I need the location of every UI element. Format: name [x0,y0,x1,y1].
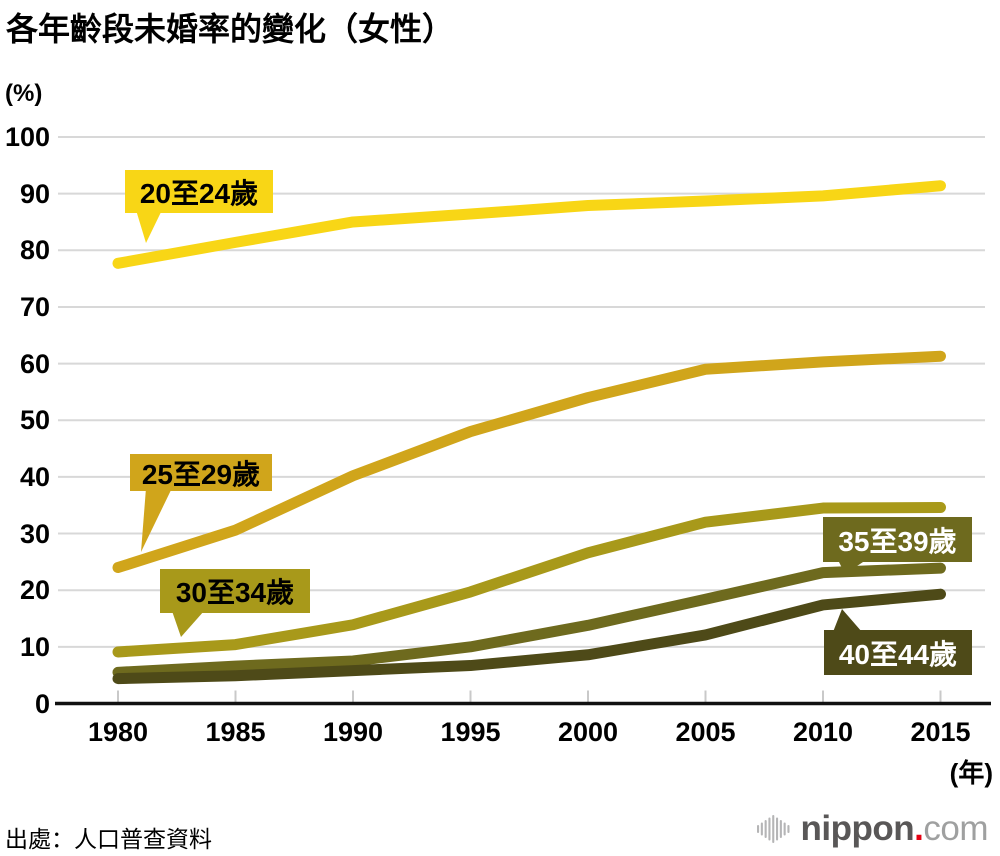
x-tick-label-2015: 2015 [910,717,971,747]
y-tick-label-80: 80 [19,235,50,266]
series-line-4 [112,588,946,685]
series-label-box-0 [125,170,273,213]
waveform-bar [779,820,782,838]
waveform-bar [786,825,790,833]
y-tick-label-70: 70 [19,291,50,322]
waveform-bar [783,822,786,836]
series-label-box-2 [160,569,310,613]
series-label-box-4 [824,630,972,675]
series-label-1: 25至29歲 [141,458,261,490]
series-label-0: 20至24歲 [139,177,259,209]
x-tick-label-1980: 1980 [87,717,149,747]
series-label-4: 40至44歲 [838,638,958,670]
waveform-bar [767,817,771,841]
series-label-box-1 [130,454,272,491]
x-tick-label-2000: 2000 [557,717,619,747]
waveform-bar [775,817,778,841]
series-label-2: 30至34歲 [175,577,295,608]
series-label-tail-4 [833,609,862,632]
logo-dot: . [914,809,924,848]
y-tick-label-30: 30 [19,518,50,549]
y-tick-label-60: 60 [19,348,50,379]
y-tick-label-100: 100 [4,122,50,152]
series-label-tail-2 [172,611,204,637]
series-line-3 [112,562,946,678]
series-line-1 [112,350,946,574]
logo-text-com: com [923,809,988,848]
series-line-2 [112,501,946,658]
y-axis-unit-label: (%) [5,80,43,107]
waveform-bar [760,822,763,836]
series-label-tail-3 [838,560,866,574]
y-tick-label-90: 90 [19,178,50,209]
chart-title: 各年齡段未婚率的變化（女性） [6,11,455,47]
x-tick-label-2005: 2005 [675,717,736,747]
logo-wordmark: nippon.com [800,809,989,848]
line-chart-plot [55,136,991,706]
x-tick-label-1990: 1990 [322,717,384,747]
y-tick-label-10: 10 [19,631,50,662]
x-axis-unit-label: (年) [949,758,993,788]
series-label-3: 35至39歲 [838,525,957,557]
x-tick-label-1995: 1995 [440,717,501,747]
x-tick-label-1985: 1985 [205,717,266,747]
waveform-bar [771,815,774,843]
waveform-bar [756,825,759,833]
series-label-tail-0 [136,210,162,243]
x-tick-label-2010: 2010 [792,717,854,747]
y-tick-label-20: 20 [19,575,50,606]
waveform-bar [764,820,767,838]
source-note: 出處：人口普查資料 [5,826,212,852]
logo-text-nippon: nippon [800,809,915,848]
nippon-logo: nippon.com [756,810,988,848]
waveform-icon [756,815,790,843]
y-tick-label-50: 50 [19,405,50,436]
y-tick-label-40: 40 [19,461,50,492]
series-line-0 [112,180,946,269]
series-label-tail-1 [141,488,172,552]
series-label-box-3 [823,517,972,562]
y-tick-label-0: 0 [34,688,50,719]
